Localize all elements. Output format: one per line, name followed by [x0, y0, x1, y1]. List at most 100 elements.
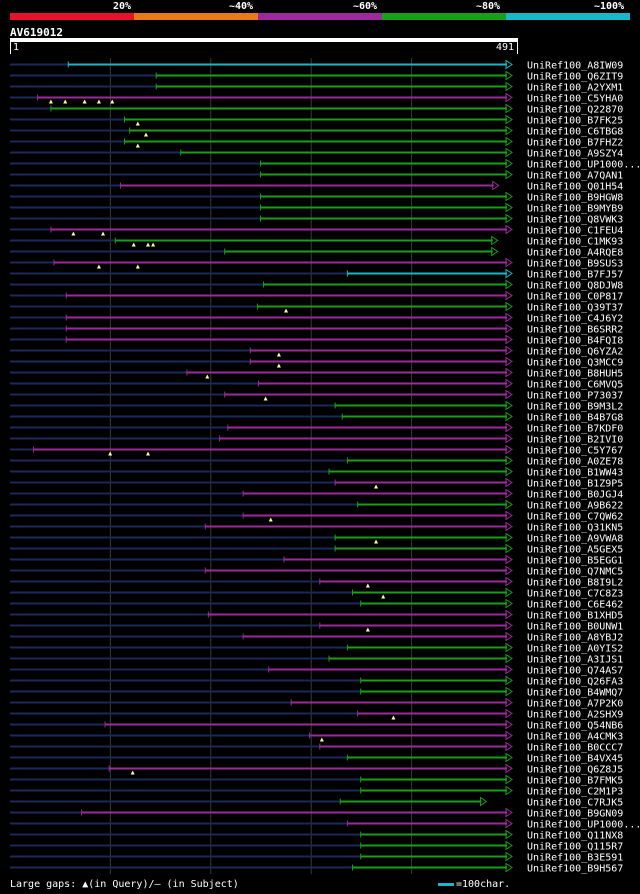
- hit-arrow: [505, 455, 513, 466]
- gap-marker: [374, 484, 379, 489]
- gap-marker: [143, 132, 148, 137]
- hit-label: UniRef100_C6MVQ5: [527, 380, 623, 391]
- gap-marker: [48, 99, 53, 104]
- hit-label: UniRef100_A9B622: [527, 501, 623, 512]
- hit-label: UniRef100_C1FEU4: [527, 226, 623, 237]
- gap-marker: [268, 517, 273, 522]
- hit-label: UniRef100_B7FHZ2: [527, 138, 623, 149]
- hit-arrow: [505, 609, 513, 620]
- hit-arrow: [505, 752, 513, 763]
- legend-color-100: [506, 13, 630, 20]
- hit-label: UniRef100_C6E462: [527, 600, 623, 611]
- query-bar: [10, 38, 518, 42]
- hit-label: UniRef100_B8I9L2: [527, 578, 623, 589]
- hit-label: UniRef100_Q8DJW8: [527, 281, 623, 292]
- hit-arrow: [505, 708, 513, 719]
- hit-label: UniRef100_B8HUH5: [527, 369, 623, 380]
- hit-label: UniRef100_B4WMQ7: [527, 688, 623, 699]
- hit-arrow: [505, 92, 513, 103]
- hit-arrow: [505, 290, 513, 301]
- hit-arrow: [505, 81, 513, 92]
- hit-arrow: [505, 136, 513, 147]
- query-end-label: 491: [496, 42, 515, 53]
- hit-arrow: [505, 565, 513, 576]
- hit-arrow: [505, 400, 513, 411]
- gap-marker: [146, 242, 151, 247]
- hit-label: UniRef100_Q115R7: [527, 842, 623, 853]
- hit-label: UniRef100_C7C8Z3: [527, 589, 623, 600]
- hit-arrow: [505, 389, 513, 400]
- hit-label: UniRef100_Q6YZA2: [527, 347, 623, 358]
- hit-label: UniRef100_C7RJK5: [527, 798, 623, 809]
- hit-label: UniRef100_A4CMK3: [527, 732, 623, 743]
- hit-label: UniRef100_B9MYB9: [527, 204, 623, 215]
- hit-label: UniRef100_B6SRR2: [527, 325, 623, 336]
- hit-label: UniRef100_Q22870: [527, 105, 623, 116]
- gap-marker: [82, 99, 87, 104]
- hit-label: UniRef100_Q6Z8J5: [527, 765, 623, 776]
- hit-label: UniRef100_Q31KN5: [527, 523, 623, 534]
- hit-label: UniRef100_B0CCC7: [527, 743, 623, 754]
- hit-label: UniRef100_A7P2K0: [527, 699, 623, 710]
- hit-arrow: [505, 433, 513, 444]
- hit-label: UniRef100_Q3MCC9: [527, 358, 623, 369]
- hit-arrow: [505, 268, 513, 279]
- hit-arrow: [491, 246, 499, 257]
- hit-label: UniRef100_A9VWA8: [527, 534, 623, 545]
- hit-arrow: [505, 323, 513, 334]
- hit-arrow: [505, 213, 513, 224]
- hit-arrow: [479, 796, 488, 807]
- hit-arrow: [505, 224, 513, 235]
- query-start-tick: [10, 42, 11, 54]
- hit-label: UniRef100_A2SHX9: [527, 710, 623, 721]
- hit-label: UniRef100_A0YIS2: [527, 644, 623, 655]
- hit-arrow: [505, 301, 513, 312]
- gap-marker: [135, 264, 140, 269]
- gap-marker: [205, 374, 210, 379]
- hit-label: UniRef100_Q01H54: [527, 182, 623, 193]
- hit-label: UniRef100_C7QW62: [527, 512, 623, 523]
- hit-label: UniRef100_B1Z9P5: [527, 479, 623, 490]
- gap-marker: [110, 99, 115, 104]
- legend-color-20: [10, 13, 134, 20]
- legend-label-80: ~80%: [476, 1, 501, 12]
- hit-label: UniRef100_B3E591: [527, 853, 623, 864]
- hit-label: UniRef100_A4RQE8: [527, 248, 623, 259]
- hit-arrow: [505, 422, 513, 433]
- hit-label: UniRef100_UP1000...: [527, 820, 640, 831]
- gap-marker: [319, 737, 324, 742]
- gap-legend: Large gaps: ▲(in Query)/— (in Subject): [10, 879, 239, 890]
- hit-label: UniRef100_B0JGJ4: [527, 490, 623, 501]
- hit-label: UniRef100_B4FQI8: [527, 336, 623, 347]
- hit-arrow: [505, 840, 513, 851]
- hit-label: UniRef100_A8IW09: [527, 61, 623, 72]
- legend-label-20: 20%: [113, 1, 132, 12]
- legend-label-60: ~60%: [353, 1, 378, 12]
- query-id: AV619012: [10, 26, 63, 39]
- gap-marker: [96, 264, 101, 269]
- hit-label: UniRef100_C2M1P3: [527, 787, 623, 798]
- hit-arrow: [505, 774, 513, 785]
- gap-marker: [108, 451, 113, 456]
- hit-arrow: [505, 488, 513, 499]
- hit-label: UniRef100_Q11NX8: [527, 831, 623, 842]
- scale-legend: =100char.: [438, 879, 510, 890]
- hit-arrow: [505, 510, 513, 521]
- hit-arrow: [505, 444, 513, 455]
- hit-arrow: [505, 411, 513, 422]
- hit-arrow: [505, 785, 513, 796]
- hit-arrow: [505, 642, 513, 653]
- gap-marker: [391, 715, 396, 720]
- hit-arrow: [505, 257, 513, 268]
- hit-label: UniRef100_B1WW43: [527, 468, 623, 479]
- hit-arrow: [505, 664, 513, 675]
- hit-arrow: [505, 334, 513, 345]
- hit-arrow: [505, 114, 513, 125]
- hit-arrow: [505, 378, 513, 389]
- hit-label: UniRef100_Q74AS7: [527, 666, 623, 677]
- hit-arrow: [505, 741, 513, 752]
- hit-label: UniRef100_B9H567: [527, 864, 623, 875]
- legend-color-40: [134, 13, 258, 20]
- gap-marker: [101, 231, 106, 236]
- gap-marker: [276, 363, 281, 368]
